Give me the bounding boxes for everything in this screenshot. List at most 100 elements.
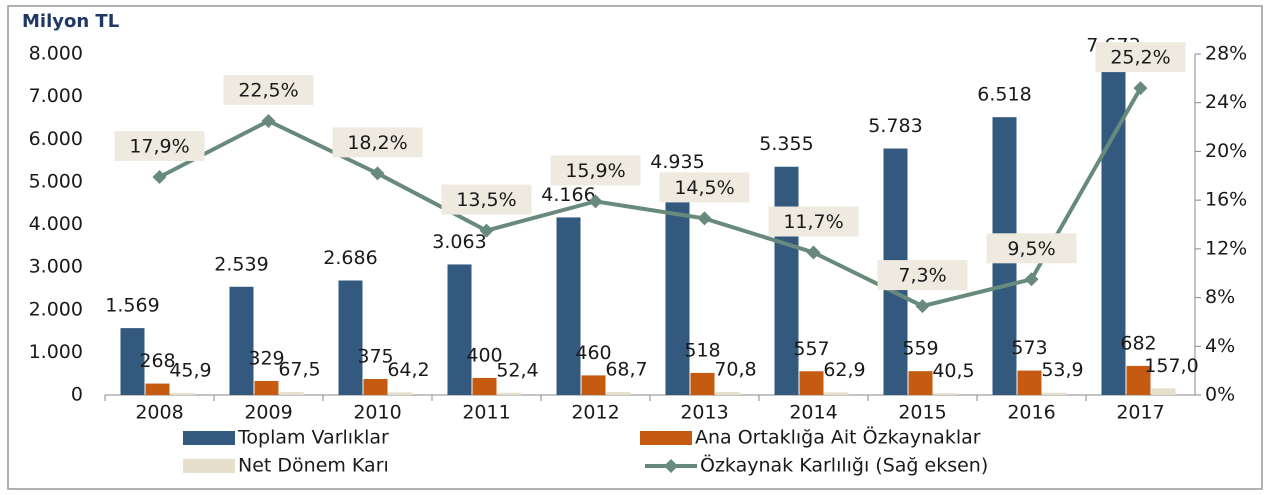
data-label: 53,9 [1041, 359, 1083, 381]
y-tick-label: 2.000 [29, 298, 83, 320]
marker [697, 211, 712, 226]
line [158, 87, 1143, 309]
bar [1126, 365, 1151, 395]
data-label: 9,5% [1007, 238, 1055, 260]
data-label: 157,0 [1144, 355, 1198, 377]
data-label: 64,2 [387, 359, 429, 381]
bar [388, 392, 413, 395]
data-label: 45,9 [169, 360, 211, 382]
marker [1133, 81, 1148, 96]
x-tick-label: 2009 [244, 402, 292, 424]
data-label: 40,5 [932, 360, 974, 382]
data-label: 70,8 [714, 358, 756, 380]
bar [715, 391, 740, 395]
label-box [550, 155, 641, 186]
data-label: 3.063 [432, 231, 486, 253]
bar [472, 377, 497, 395]
legend-swatch [183, 431, 235, 445]
x-tick-label: 2015 [898, 402, 946, 424]
data-label: 18,2% [347, 132, 407, 154]
bar [1042, 392, 1067, 395]
bar [229, 286, 254, 395]
bar [690, 372, 715, 395]
marker [1024, 272, 1039, 287]
bar [145, 383, 170, 395]
y-tick-label: 4.000 [29, 213, 83, 235]
y2-tick-label: 8% [1205, 286, 1235, 308]
marker [806, 245, 821, 260]
label-box [223, 74, 314, 105]
bar [908, 371, 933, 395]
bar [556, 217, 581, 395]
bar [120, 328, 145, 395]
label-box [659, 172, 750, 203]
data-label: 15,9% [565, 160, 625, 182]
x-tick-label: 2010 [353, 402, 401, 424]
bar [363, 379, 388, 395]
marker [915, 299, 930, 314]
x-tick-label: 2014 [789, 402, 837, 424]
data-label: 682 [1120, 332, 1156, 354]
bar [1151, 388, 1176, 395]
data-label: 518 [684, 339, 720, 361]
data-label: 557 [793, 338, 829, 360]
data-label: 25,2% [1110, 47, 1170, 69]
data-label: 4.935 [650, 151, 704, 173]
bar [254, 380, 279, 395]
data-label: 2.539 [214, 253, 268, 275]
data-label: 6.518 [977, 84, 1031, 106]
y-tick-label: 3.000 [29, 256, 83, 278]
bar [170, 393, 195, 395]
data-label: 13,5% [456, 189, 516, 211]
bar [1017, 370, 1042, 395]
label-box [1095, 42, 1186, 73]
marker [479, 223, 494, 238]
data-label: 375 [357, 346, 393, 368]
data-label: 400 [466, 344, 502, 366]
label-box [768, 206, 859, 237]
y2-tick-label: 16% [1205, 189, 1247, 211]
y-tick-label: 8.000 [29, 43, 83, 65]
data-label: 1.569 [105, 295, 159, 317]
y-tick-label: 7.000 [29, 85, 83, 107]
legend-marker [664, 459, 678, 473]
x-tick-label: 2017 [1116, 402, 1164, 424]
data-label: 573 [1011, 337, 1047, 359]
bar [606, 392, 631, 395]
bar [824, 392, 849, 395]
marker [370, 166, 385, 181]
bar [497, 392, 522, 395]
y-tick-label: 1.000 [29, 341, 83, 363]
bar [933, 393, 958, 395]
legend-label: Toplam Varlıklar [237, 427, 389, 449]
x-tick-label: 2011 [462, 402, 510, 424]
data-label: 4.166 [541, 184, 595, 206]
y-tick-label: 5.000 [29, 170, 83, 192]
y2-tick-label: 0% [1205, 384, 1235, 406]
data-label: 329 [248, 347, 284, 369]
marker [588, 194, 603, 209]
bar [799, 371, 824, 395]
y2-tick-label: 20% [1205, 140, 1247, 162]
data-label: 14,5% [674, 177, 734, 199]
data-label: 2.686 [323, 247, 377, 269]
bar [665, 184, 690, 395]
x-tick-label: 2012 [571, 402, 619, 424]
y2-tick-label: 24% [1205, 91, 1247, 113]
marker [152, 170, 167, 185]
x-tick-label: 2016 [1007, 402, 1055, 424]
legend-label: Net Dönem Karı [238, 455, 389, 477]
label-box [114, 131, 205, 162]
label-box [441, 184, 532, 215]
y-tick-label: 0 [71, 384, 83, 406]
x-tick-label: 2008 [135, 402, 183, 424]
legend-swatch [183, 459, 235, 473]
data-label: 11,7% [783, 211, 843, 233]
data-label: 7,3% [898, 265, 946, 287]
label-box [986, 233, 1077, 264]
bar [581, 375, 606, 395]
data-label: 460 [575, 342, 611, 364]
data-label: 52,4 [496, 359, 538, 381]
y2-tick-label: 12% [1205, 237, 1247, 259]
